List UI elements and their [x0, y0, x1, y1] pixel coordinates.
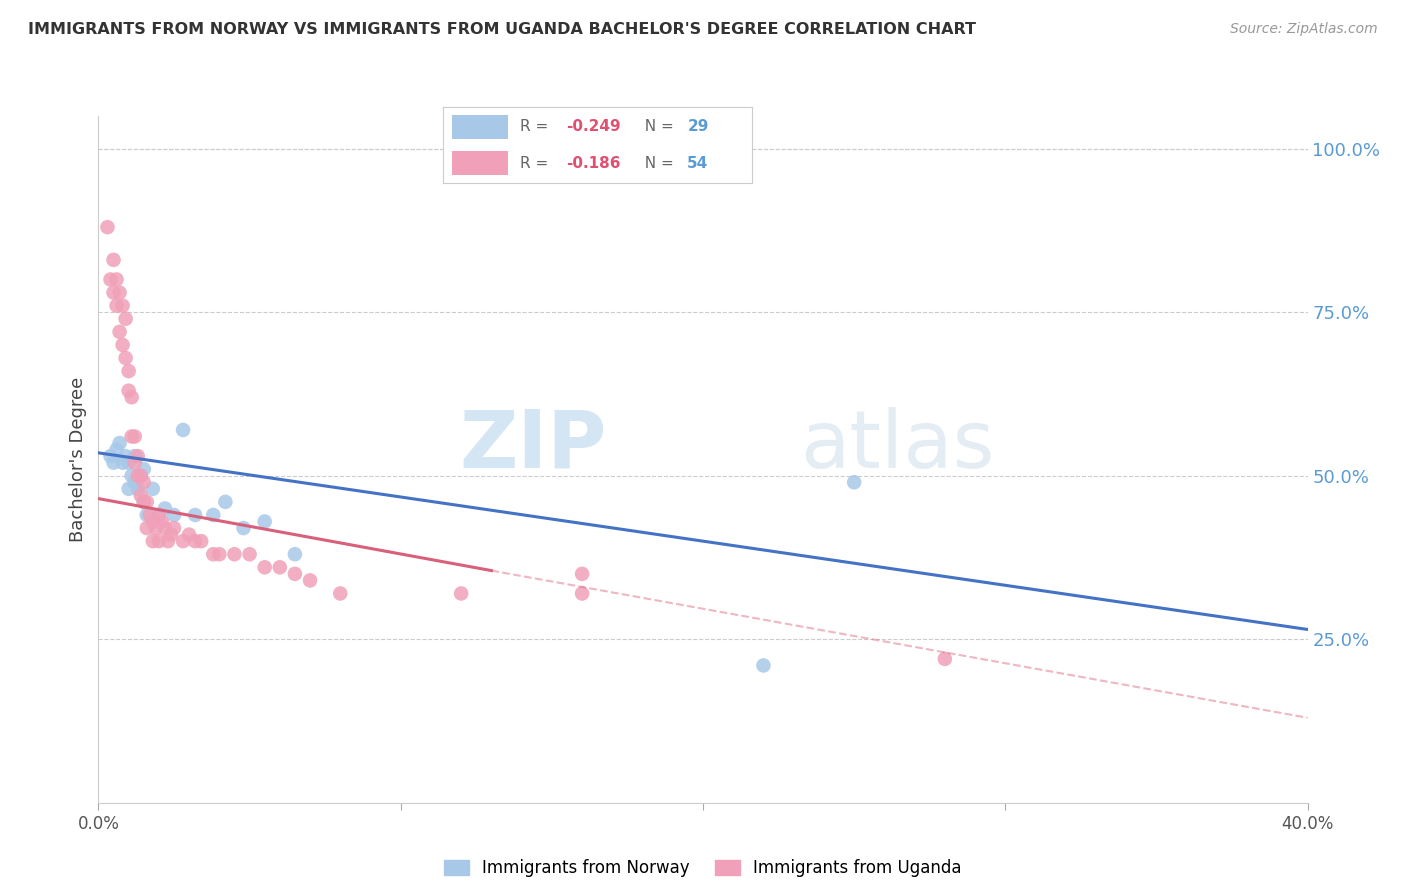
Point — [299, 574, 322, 588]
Point — [118, 364, 141, 378]
Point — [114, 449, 136, 463]
Point — [111, 456, 134, 470]
Point — [202, 508, 225, 522]
Point — [934, 652, 956, 666]
Point — [844, 475, 866, 490]
Point — [105, 272, 128, 286]
Legend: Immigrants from Norway, Immigrants from Uganda: Immigrants from Norway, Immigrants from … — [437, 853, 969, 884]
Text: atlas: atlas — [800, 407, 994, 484]
Text: -0.186: -0.186 — [567, 155, 621, 170]
Point — [139, 508, 162, 522]
Point — [163, 508, 186, 522]
Y-axis label: Bachelor's Degree: Bachelor's Degree — [69, 376, 87, 542]
Point — [129, 468, 152, 483]
Point — [153, 501, 176, 516]
Text: ZIP: ZIP — [458, 407, 606, 484]
Point — [135, 495, 157, 509]
Point — [284, 547, 307, 561]
Point — [284, 566, 307, 581]
Point — [124, 456, 146, 470]
Bar — [453, 115, 508, 139]
Point — [132, 462, 155, 476]
Point — [108, 325, 131, 339]
Point — [150, 515, 173, 529]
Point — [135, 521, 157, 535]
Point — [103, 456, 125, 470]
Point — [148, 508, 170, 522]
Point — [111, 338, 134, 352]
Point — [118, 456, 141, 470]
Bar — [453, 151, 508, 175]
Text: Source: ZipAtlas.com: Source: ZipAtlas.com — [1230, 22, 1378, 37]
Point — [160, 527, 183, 541]
Point — [132, 495, 155, 509]
Text: IMMIGRANTS FROM NORWAY VS IMMIGRANTS FROM UGANDA BACHELOR'S DEGREE CORRELATION C: IMMIGRANTS FROM NORWAY VS IMMIGRANTS FRO… — [28, 22, 976, 37]
Point — [114, 311, 136, 326]
Point — [153, 521, 176, 535]
Point — [121, 390, 143, 404]
Point — [132, 495, 155, 509]
Point — [148, 508, 170, 522]
Point — [172, 423, 194, 437]
Point — [121, 429, 143, 443]
Point — [156, 534, 179, 549]
Point — [129, 468, 152, 483]
Point — [232, 521, 254, 535]
Text: N =: N = — [634, 120, 678, 135]
Point — [202, 547, 225, 561]
Text: 29: 29 — [688, 120, 709, 135]
Point — [571, 586, 593, 600]
Point — [105, 299, 128, 313]
Point — [127, 449, 149, 463]
Point — [253, 560, 276, 574]
Point — [148, 534, 170, 549]
Point — [127, 468, 149, 483]
Point — [145, 521, 167, 535]
Point — [142, 515, 165, 529]
Point — [111, 299, 134, 313]
Point — [208, 547, 231, 561]
Point — [127, 482, 149, 496]
Point — [108, 285, 131, 300]
Point — [124, 475, 146, 490]
Point — [329, 586, 352, 600]
Point — [105, 442, 128, 457]
Point — [118, 384, 141, 398]
Point — [121, 468, 143, 483]
Point — [124, 449, 146, 463]
Text: -0.249: -0.249 — [567, 120, 621, 135]
Text: R =: R = — [520, 155, 554, 170]
Point — [135, 508, 157, 522]
Point — [172, 534, 194, 549]
Point — [184, 534, 207, 549]
Text: 54: 54 — [688, 155, 709, 170]
Point — [239, 547, 262, 561]
Point — [132, 475, 155, 490]
Point — [269, 560, 291, 574]
Point — [118, 482, 141, 496]
Point — [142, 482, 165, 496]
Point — [114, 351, 136, 365]
Point — [752, 658, 775, 673]
Point — [96, 220, 118, 235]
Point — [100, 449, 122, 463]
Point — [163, 521, 186, 535]
Point — [214, 495, 236, 509]
Point — [103, 285, 125, 300]
Point — [103, 252, 125, 267]
Text: R =: R = — [520, 120, 554, 135]
Point — [108, 436, 131, 450]
Text: N =: N = — [634, 155, 678, 170]
Point — [190, 534, 212, 549]
Point — [184, 508, 207, 522]
Point — [253, 515, 276, 529]
Point — [100, 272, 122, 286]
Point — [124, 429, 146, 443]
Point — [179, 527, 201, 541]
Point — [142, 534, 165, 549]
Point — [129, 488, 152, 502]
Point — [450, 586, 472, 600]
Point — [571, 566, 593, 581]
Point — [224, 547, 246, 561]
